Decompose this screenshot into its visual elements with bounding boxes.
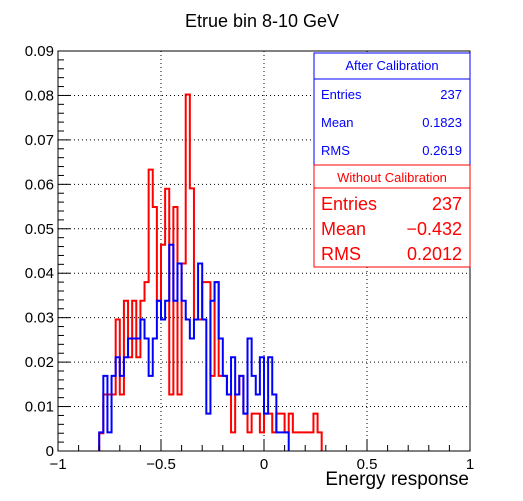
stats-row-value: 0.2619 (422, 143, 462, 158)
y-tick-label: 0.07 (25, 132, 54, 149)
stats-row-label: RMS (321, 143, 350, 158)
y-tick-label: 0.08 (25, 87, 54, 104)
stats-box-without (313, 164, 471, 268)
histogram-series-line (98, 93, 323, 451)
stats-row-label: RMS (321, 244, 361, 264)
y-tick-label: 0.01 (25, 399, 54, 416)
stats-row-value: 0.1823 (422, 115, 462, 130)
stats-row-label: Mean (321, 115, 354, 130)
stats-row-value: 237 (440, 87, 462, 102)
x-tick-label: 0.5 (357, 456, 378, 473)
y-tick-label: 0.09 (25, 43, 54, 60)
y-tick-label: 0.02 (25, 354, 54, 371)
histogram-series (98, 93, 323, 451)
y-tick-label: 0.05 (25, 221, 54, 238)
x-tick-label: 1 (466, 456, 474, 473)
stats-row-value: 0.2012 (407, 244, 462, 264)
stats-row-value: 237 (432, 194, 462, 214)
stats-row-label: Mean (321, 219, 366, 239)
stats-row-value: −0.432 (406, 219, 462, 239)
chart-title: Etrue bin 8-10 GeV (185, 11, 339, 31)
histogram-series-line (98, 243, 290, 451)
x-axis-label: Energy response (325, 469, 469, 490)
y-tick-label: 0.03 (25, 310, 54, 327)
stats-boxes: After Calibration Entries 237 Mean 0.1823 RMS… (313, 52, 471, 268)
y-tick-label: 0.06 (25, 176, 54, 193)
stats-box-after (313, 52, 471, 166)
axes: −1 −0.5 0 0.5 1 0 0.01 0.02 0.03 0.04 0.05 0.06 0.07… (25, 43, 474, 473)
x-tick-label: 0 (260, 456, 268, 473)
stats-row-label: Entries (321, 194, 377, 214)
stats-row-label: Entries (321, 87, 362, 102)
stats-box-title: After Calibration (345, 58, 438, 73)
y-tick-label: 0 (46, 443, 54, 460)
x-tick-label: −0.5 (146, 456, 176, 473)
x-tick-label: −1 (49, 456, 66, 473)
y-tick-label: 0.04 (25, 265, 54, 282)
stats-box-title: Without Calibration (337, 170, 447, 185)
